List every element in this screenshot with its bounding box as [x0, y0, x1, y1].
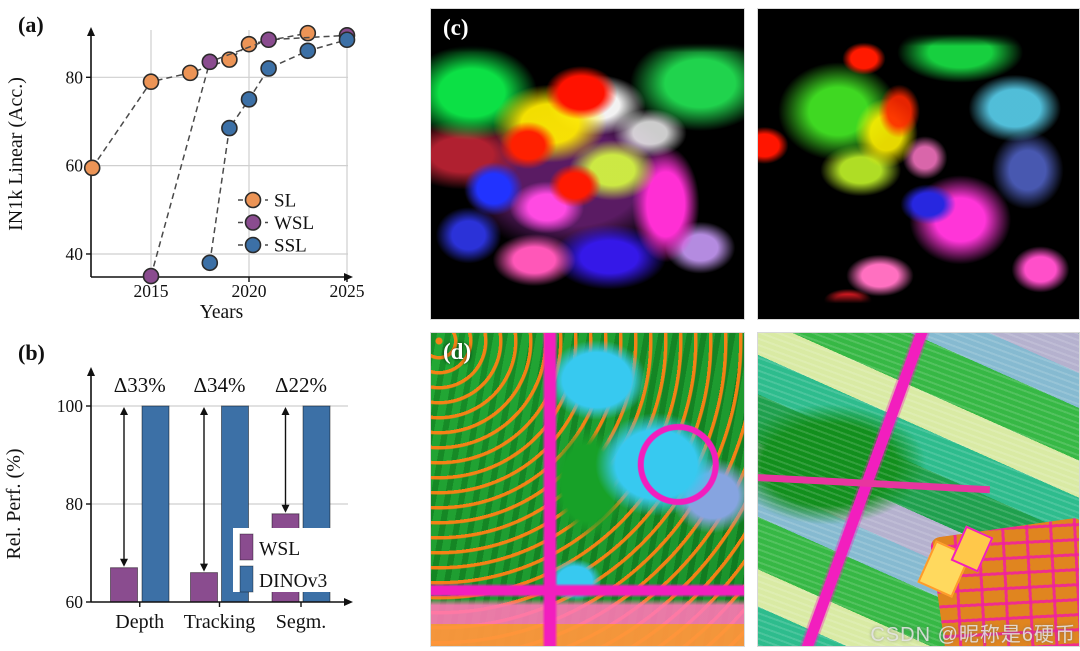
delta-annotation-Segm.: Δ22% — [275, 373, 327, 397]
data-point-SL — [83, 159, 101, 177]
data-point-SSL — [338, 31, 356, 49]
y-tick-label: 80 — [66, 67, 84, 87]
panel-b-svg: WSL DINOv3 Δ33% Δ34% Δ22% 60 80 100 Depth Trackin… — [3, 367, 353, 633]
data-point-SSL — [240, 91, 258, 108]
panel-d-label: (d) — [443, 339, 472, 364]
delta-annotation-Depth: Δ33% — [114, 373, 166, 397]
x-axis-title: Years — [200, 302, 244, 323]
csdn-watermark: CSDN @昵称是6硬币 — [870, 624, 1076, 646]
legend-label-WSL: WSL — [259, 539, 300, 560]
legend-entry-SL: SL — [238, 191, 296, 212]
arrow-head-top — [200, 407, 208, 415]
y-axis-arrow — [87, 367, 95, 376]
arrow-head-bottom — [281, 504, 290, 513]
delta-annotation-Tracking: Δ34% — [194, 373, 246, 397]
data-point-SSL — [221, 119, 238, 137]
arrow-head-top — [120, 407, 128, 415]
legend-marker — [244, 214, 262, 231]
y-tick-label: 80 — [66, 494, 84, 514]
panel-b-label: (b) — [18, 340, 45, 365]
cat-pca-feature-image-right — [757, 8, 1080, 320]
y-tick-label: 100 — [57, 396, 84, 416]
arrow-head-bottom — [200, 563, 208, 572]
data-point-SSL — [299, 42, 317, 60]
legend-entry-WSL: WSL — [238, 213, 314, 234]
x-tick-label: 2025 — [330, 281, 365, 301]
panel-c-label: (c) — [443, 15, 469, 40]
y-axis-arrow — [87, 27, 95, 36]
panel-a-accuracy-chart: 2015 2020 2025 40 60 80 Years IN1k Linear (Acc.… — [0, 0, 430, 330]
arrow-head-bottom — [120, 558, 128, 567]
data-point-WSL — [260, 31, 277, 49]
y-tick-label: 40 — [66, 244, 84, 264]
data-point-SL — [299, 24, 317, 42]
legend-label: SSL — [274, 236, 307, 257]
legend-entry-SSL: SSL — [238, 236, 307, 257]
delta-arrow-Segm. — [281, 407, 290, 513]
legend-swatch-DINOv3 — [239, 565, 254, 593]
delta-arrow-Depth — [120, 407, 128, 567]
category-label-Depth: Depth — [115, 611, 164, 633]
legend-label-DINOv3: DINOv3 — [259, 571, 327, 592]
data-point-WSL — [142, 267, 160, 285]
x-tick-label: 2020 — [232, 281, 267, 301]
panel-a-svg: 2015 2020 2025 40 60 80 Years IN1k Linear (Acc.… — [5, 24, 365, 323]
x-tick-label: 2015 — [134, 281, 169, 301]
legend-swatch-WSL — [239, 533, 254, 561]
bar-wsl-Depth — [110, 567, 138, 603]
legend-marker — [244, 236, 262, 254]
data-point-WSL — [201, 53, 219, 71]
series-SSL — [201, 31, 356, 272]
aerial-feature-image-left: (d) — [430, 332, 745, 647]
cat-pca-feature-image-left: (c) — [430, 8, 745, 320]
series-line-SL — [91, 32, 308, 169]
bar-dinov3-Depth — [141, 405, 170, 603]
data-point-SL — [240, 35, 258, 53]
series-line-WSL — [150, 34, 348, 277]
series-SL — [83, 24, 317, 177]
legend-label: SL — [274, 191, 296, 212]
bar-wsl-Tracking — [190, 572, 218, 603]
panel-b-relative-performance-chart: WSL DINOv3 Δ33% Δ34% Δ22% 60 80 100 Depth Trackin… — [0, 330, 430, 651]
data-point-SL — [181, 64, 199, 82]
y-axis-title: IN1k Linear (Acc.) — [5, 77, 27, 231]
data-point-SL — [142, 73, 160, 91]
category-label-Tracking: Tracking — [184, 611, 255, 633]
y-axis-title: Rel. Perf. (%) — [3, 448, 25, 559]
data-point-SSL — [260, 60, 277, 77]
aerial-feature-image-right — [757, 332, 1080, 647]
x-axis-arrow — [344, 598, 353, 606]
legend-marker — [244, 191, 262, 209]
x-axis-arrow — [344, 273, 353, 281]
delta-arrow-Tracking — [200, 407, 208, 572]
data-point-SSL — [201, 254, 219, 272]
arrow-head-top — [281, 407, 290, 415]
series-line-SSL — [209, 39, 348, 263]
aerial-road-diagonal — [794, 333, 932, 646]
bar-legend: WSL DINOv3 — [233, 528, 346, 593]
y-tick-label: 60 — [66, 592, 84, 612]
data-point-SL — [221, 51, 238, 68]
panel-a-label: (a) — [18, 12, 44, 37]
legend-label: WSL — [274, 213, 314, 234]
y-tick-label: 60 — [66, 156, 84, 176]
category-label-Segm.: Segm. — [276, 611, 327, 633]
